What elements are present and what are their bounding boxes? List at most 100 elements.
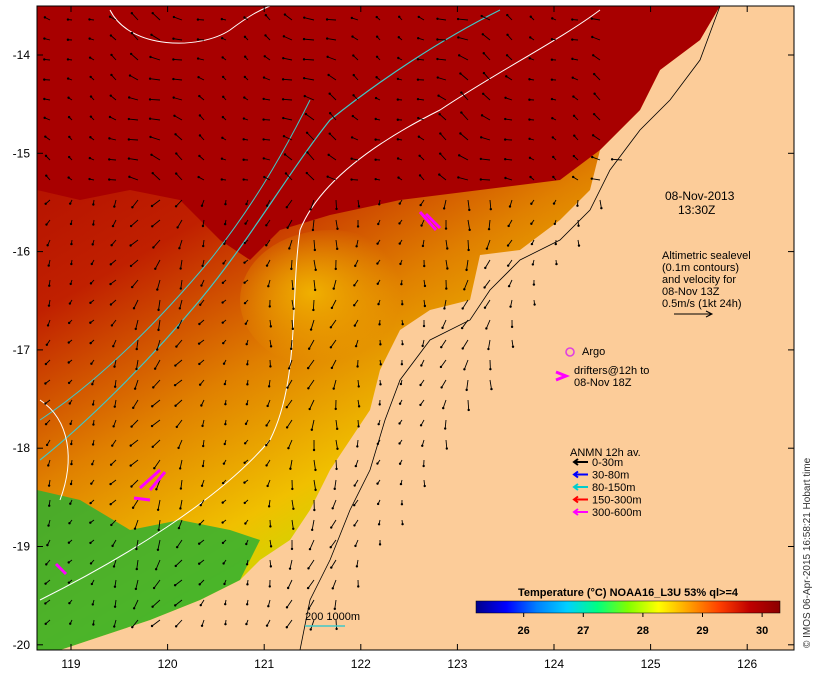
velocity-arrow — [288, 559, 293, 570]
x-tick-label: 119 — [61, 657, 80, 671]
velocity-arrow — [376, 499, 381, 506]
velocity-arrow — [44, 199, 51, 206]
velocity-arrow — [398, 199, 403, 205]
velocity-arrow — [457, 154, 469, 161]
velocity-arrow — [288, 239, 293, 250]
velocity-arrow — [507, 219, 513, 228]
velocity-arrow — [45, 339, 51, 347]
anmn-legend-label: 150-300m — [592, 495, 642, 507]
velocity-arrow — [417, 135, 425, 141]
velocity-arrow — [88, 56, 95, 61]
velocity-arrow — [438, 113, 447, 121]
velocity-arrow — [354, 459, 359, 468]
velocity-arrow — [222, 95, 227, 101]
velocity-arrow — [129, 239, 139, 247]
velocity-arrow — [90, 259, 95, 266]
velocity-arrow — [69, 499, 73, 505]
velocity-arrow — [267, 499, 271, 508]
velocity-arrow — [357, 379, 360, 388]
velocity-arrow — [528, 137, 535, 141]
velocity-arrow — [333, 479, 337, 491]
velocity-arrow — [156, 539, 161, 551]
velocity-arrow — [174, 559, 183, 568]
velocity-arrow — [109, 459, 117, 466]
velocity-arrow — [127, 117, 139, 121]
velocity-arrow — [438, 173, 447, 181]
velocity-arrow — [174, 172, 183, 181]
velocity-arrow — [438, 152, 447, 161]
velocity-arrow — [350, 178, 359, 181]
velocity-arrow — [89, 299, 95, 305]
altimetry-line-1: Altimetric sealevel — [662, 250, 751, 262]
velocity-arrow — [335, 619, 338, 631]
velocity-arrow — [221, 479, 227, 485]
velocity-arrow — [111, 439, 117, 447]
velocity-arrow — [179, 279, 183, 290]
velocity-arrow — [269, 359, 272, 368]
velocity-arrow — [70, 259, 73, 266]
velocity-arrow — [445, 279, 448, 290]
velocity-arrow — [113, 599, 117, 608]
velocity-arrow — [400, 359, 404, 366]
velocity-arrow — [197, 76, 205, 81]
velocity-arrow — [268, 299, 271, 308]
velocity-arrow — [353, 479, 359, 487]
velocity-arrow — [551, 17, 557, 21]
velocity-arrow — [88, 156, 95, 161]
velocity-arrow — [302, 76, 315, 81]
velocity-arrow — [401, 339, 404, 346]
velocity-arrow — [508, 199, 513, 208]
velocity-arrow — [465, 379, 469, 392]
velocity-arrow — [327, 73, 337, 81]
y-tick-label: -16 — [13, 245, 31, 259]
velocity-arrow — [445, 439, 449, 450]
velocity-arrow — [444, 219, 448, 230]
velocity-arrow — [262, 118, 271, 121]
velocity-arrow — [504, 96, 513, 101]
velocity-arrow — [417, 37, 425, 41]
velocity-arrow — [437, 94, 447, 101]
colorbar-title: Temperature (°C) NOAA16_L3U 53% ql>=4 — [518, 587, 739, 599]
velocity-arrow — [456, 17, 469, 21]
velocity-arrow — [374, 177, 381, 181]
velocity-arrow — [480, 114, 491, 121]
velocity-arrow — [305, 171, 315, 181]
velocity-arrow — [325, 18, 337, 21]
velocity-arrow — [445, 259, 449, 270]
velocity-arrow — [467, 199, 471, 212]
velocity-arrow — [420, 219, 425, 227]
anmn-legend-arrow — [572, 458, 588, 466]
velocity-arrow — [510, 319, 514, 329]
velocity-arrow — [92, 619, 95, 626]
velocity-arrow — [44, 599, 51, 605]
velocity-arrow — [396, 157, 403, 161]
velocity-arrow — [108, 115, 117, 121]
velocity-arrow — [350, 136, 359, 141]
velocity-arrow — [178, 299, 183, 310]
velocity-arrow — [108, 178, 117, 181]
velocity-arrow — [196, 57, 205, 61]
velocity-arrow — [265, 459, 271, 467]
velocity-arrow — [571, 18, 579, 21]
velocity-arrow — [375, 15, 381, 21]
velocity-arrow — [113, 359, 117, 368]
velocity-arrow — [222, 259, 227, 265]
velocity-arrow — [550, 38, 557, 41]
velocity-arrow — [330, 359, 337, 370]
velocity-arrow — [133, 379, 139, 390]
velocity-arrow — [306, 151, 315, 161]
velocity-arrow — [44, 419, 51, 426]
velocity-arrow — [334, 259, 337, 271]
velocity-arrow — [265, 199, 271, 207]
velocity-arrow — [243, 259, 249, 264]
anmn-legend-item: 150-300m — [572, 495, 642, 507]
velocity-arrow — [109, 259, 117, 266]
velocity-arrow — [152, 579, 161, 590]
velocity-arrow — [109, 34, 117, 41]
x-tick-label: 122 — [351, 657, 371, 671]
velocity-arrow — [572, 154, 579, 161]
velocity-arrow — [66, 58, 73, 61]
velocity-arrow — [222, 559, 227, 565]
velocity-arrow — [221, 75, 227, 81]
